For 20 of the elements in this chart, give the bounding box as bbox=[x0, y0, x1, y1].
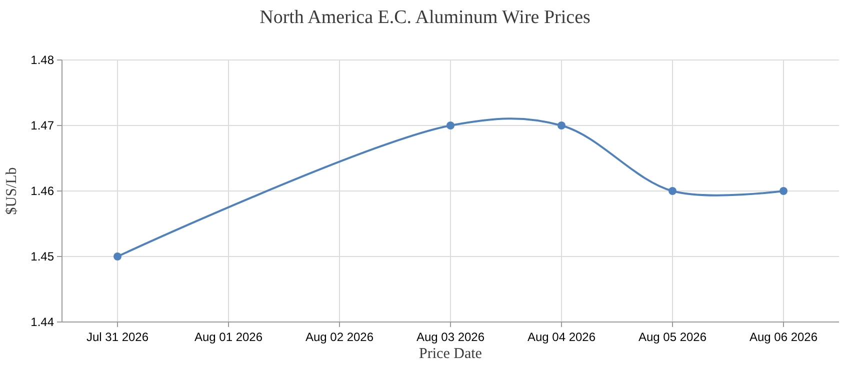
point bbox=[668, 187, 676, 195]
x-tick-label: Aug 01 2026 bbox=[194, 330, 263, 344]
x-tick-label: Aug 06 2026 bbox=[749, 330, 818, 344]
x-axis-title: Price Date bbox=[419, 346, 482, 362]
y-tick-label: 1.45 bbox=[30, 250, 54, 264]
point bbox=[446, 122, 454, 130]
y-tick-label: 1.47 bbox=[30, 118, 54, 133]
x-tick-label: Aug 05 2026 bbox=[638, 330, 707, 344]
y-tick-label: 1.48 bbox=[30, 53, 54, 68]
x-tick-label: Jul 31 2026 bbox=[86, 330, 149, 344]
point bbox=[780, 187, 788, 195]
point bbox=[558, 122, 566, 130]
chart-title: North America E.C. Aluminum Wire Prices bbox=[260, 7, 590, 28]
x-tick-label: Aug 02 2026 bbox=[305, 330, 374, 344]
x-tick-label: Aug 04 2026 bbox=[527, 330, 596, 344]
point bbox=[114, 252, 122, 260]
y-axis-title: $US/Lb bbox=[4, 167, 20, 215]
y-tick-label: 1.46 bbox=[30, 184, 54, 198]
y-tick-label: 1.44 bbox=[30, 315, 54, 330]
x-tick-label: Aug 03 2026 bbox=[416, 330, 485, 344]
